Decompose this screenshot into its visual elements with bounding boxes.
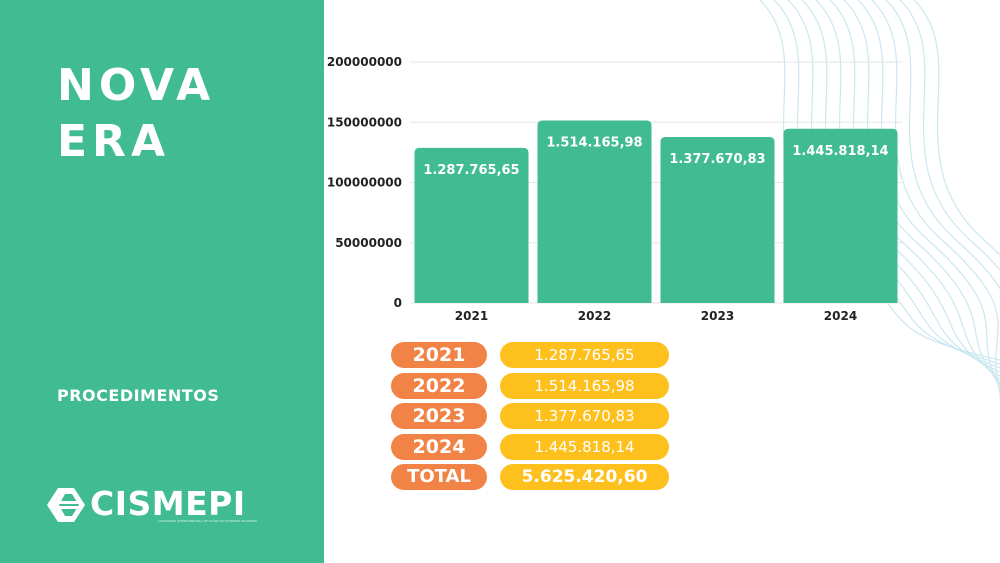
bar-chart: 0 50000000 100000000 150000000 200000000 1.28…: [327, 55, 902, 323]
title-line-2: ERA: [57, 116, 170, 167]
y-tick-label: 50000000: [335, 236, 402, 250]
bar-data-label: 1.287.765,65: [423, 163, 519, 178]
wave-line: [913, 0, 1000, 404]
value-pill: 1.377.670,83: [500, 403, 669, 429]
bar-data-label: 1.377.670,83: [669, 152, 765, 167]
cismepi-logo: CISMEPI CONSÓRCIO INTERMUNICIPAL DE SAÚD…: [46, 484, 286, 527]
wave-line: [885, 0, 1000, 397]
year-pill: 2022: [391, 372, 487, 399]
bar: [414, 147, 529, 303]
bar-data-label: 1.514.165,98: [546, 136, 642, 151]
bar: [783, 128, 898, 303]
bar: [660, 136, 775, 303]
logo-wordmark: CISMEPI: [90, 484, 246, 523]
year-pill: 2023: [391, 403, 487, 429]
logo-tagline: CONSÓRCIO INTERMUNICIPAL DE SAÚDE DO EXT…: [158, 519, 257, 523]
bar-data-label: 1.445.818,14: [792, 144, 888, 159]
table-row: 2021 1.287.765,65: [391, 342, 681, 373]
y-tick-label: 200000000: [327, 55, 402, 69]
year-pill: 2024: [391, 433, 487, 460]
x-tick-label: 2024: [824, 309, 857, 323]
bar: [537, 120, 652, 303]
table-row: 2022 1.514.165,98: [391, 372, 681, 404]
value-pill: 1.514.165,98: [500, 372, 669, 399]
y-tick-label: 0: [394, 296, 402, 310]
summary-table: 2021 1.287.765,65 2022 1.514.165,98 2023…: [391, 342, 681, 495]
value-pill: 1.287.765,65: [500, 342, 669, 368]
subtitle: PROCEDIMENTOS: [57, 386, 220, 405]
y-tick-label: 100000000: [327, 176, 402, 190]
y-tick-label: 150000000: [327, 115, 402, 129]
total-label-pill: TOTAL: [391, 464, 487, 490]
value-pill: 1.445.818,14: [500, 433, 669, 460]
wave-line: [871, 0, 1000, 393]
wave-line: [899, 0, 1000, 400]
table-row: 2024 1.445.818,14: [391, 433, 681, 465]
title-line-1: NOVA: [57, 60, 216, 111]
total-row: TOTAL 5.625.420,60: [391, 464, 681, 495]
total-value-pill: 5.625.420,60: [500, 464, 669, 490]
wave-line: [843, 0, 1000, 385]
cismepi-logo-icon: [47, 488, 85, 522]
x-tick-label: 2023: [701, 309, 734, 323]
x-tick-label: 2021: [455, 309, 488, 323]
page-title: NOVA ERA: [57, 58, 215, 170]
year-pill: 2021: [391, 342, 487, 368]
table-row: 2023 1.377.670,83: [391, 403, 681, 434]
left-panel: NOVA ERA PROCEDIMENTOS CISMEPI CONSÓRCIO…: [0, 0, 324, 563]
wave-line: [857, 0, 1000, 389]
x-tick-label: 2022: [578, 309, 611, 323]
